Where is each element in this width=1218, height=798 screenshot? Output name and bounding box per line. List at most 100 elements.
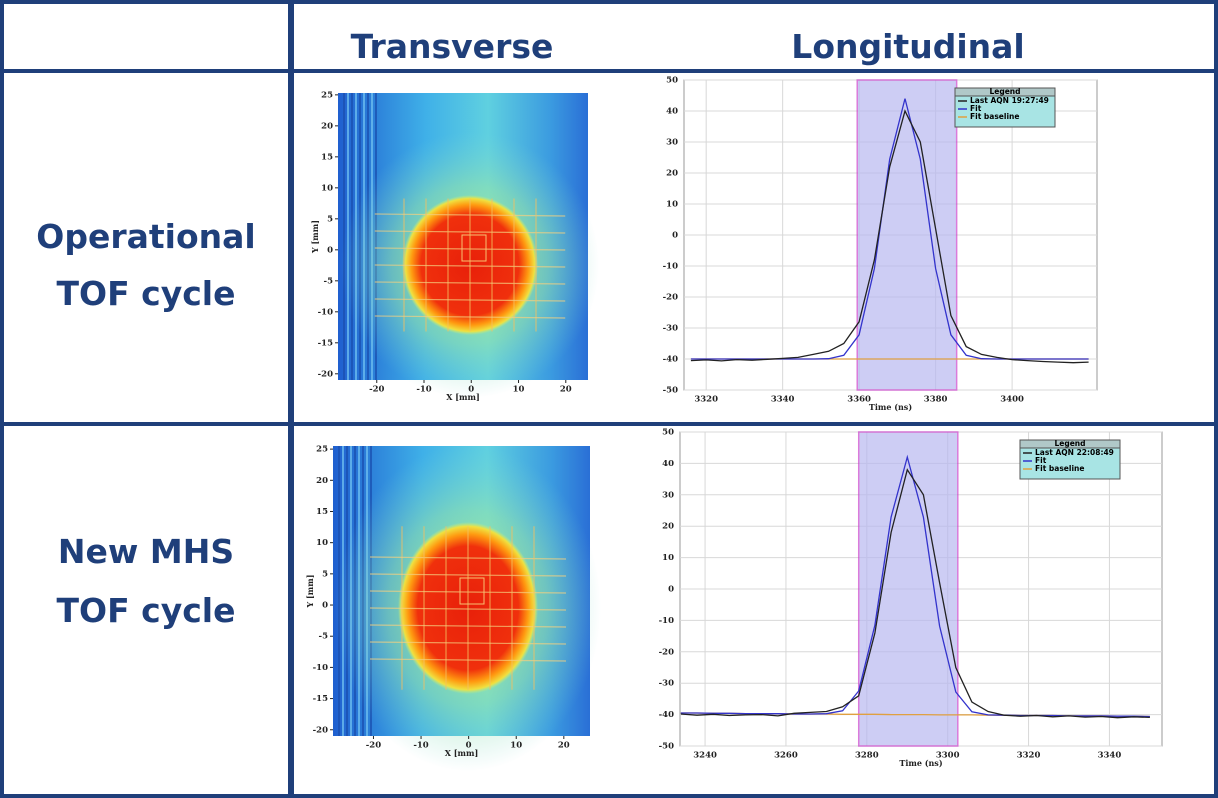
wire-grid bbox=[369, 641, 567, 645]
x-tick-label: 3300 bbox=[936, 751, 960, 761]
y-tick-label: 50 bbox=[666, 76, 678, 86]
legend-header bbox=[1019, 439, 1121, 449]
wire-grid bbox=[374, 281, 566, 285]
y-tick-label: -10 bbox=[318, 307, 333, 317]
x-tick-label: -10 bbox=[416, 385, 431, 395]
legend-label: Last AQN 19:27:49 bbox=[970, 96, 1049, 105]
y-tick-label: 25 bbox=[316, 445, 328, 455]
y-tick-label: -20 bbox=[659, 647, 674, 657]
x-tick-label: 3280 bbox=[855, 751, 879, 761]
y-tick-label: -10 bbox=[313, 663, 328, 673]
y-tick-label: 10 bbox=[662, 553, 674, 563]
y-tick-label: 15 bbox=[316, 507, 328, 517]
y-tick-label: 30 bbox=[662, 490, 674, 500]
x-axis-title: X [mm] bbox=[445, 748, 479, 758]
fit-window bbox=[856, 79, 958, 391]
y-tick-label: 0 bbox=[322, 601, 328, 611]
legend-label: Fit bbox=[1035, 456, 1047, 465]
y-tick-label: 40 bbox=[662, 459, 674, 469]
wire-grid bbox=[369, 658, 567, 662]
x-tick-label: 20 bbox=[560, 385, 572, 395]
x-tick-label: -20 bbox=[366, 741, 381, 751]
x-tick-label: -10 bbox=[413, 741, 428, 751]
y-tick-label: -40 bbox=[663, 355, 678, 365]
x-tick-label: 3400 bbox=[1000, 395, 1024, 405]
fit-window bbox=[857, 431, 959, 747]
roi-box bbox=[459, 577, 485, 605]
legend-label: Fit bbox=[970, 104, 982, 113]
y-tick-label: -10 bbox=[663, 262, 678, 272]
y-tick-label: -15 bbox=[313, 694, 328, 704]
x-axis-title: Time (ns) bbox=[869, 402, 912, 412]
y-tick-label: -20 bbox=[318, 369, 333, 379]
wire-grid bbox=[369, 607, 567, 611]
y-tick-label: -10 bbox=[659, 616, 674, 626]
y-tick-label: 15 bbox=[321, 152, 333, 162]
y-tick-label: 25 bbox=[321, 90, 333, 100]
x-tick-label: 3380 bbox=[924, 395, 948, 405]
y-tick-label: 0 bbox=[327, 245, 333, 255]
series-line bbox=[690, 109, 1089, 364]
x-tick-label: 20 bbox=[558, 741, 570, 751]
y-tick-label: -50 bbox=[663, 386, 678, 396]
y-tick-label: -5 bbox=[324, 276, 334, 286]
y-tick-label: -5 bbox=[319, 632, 329, 642]
y-tick-label: 10 bbox=[321, 183, 333, 193]
row-label: New MHS bbox=[58, 532, 234, 571]
wire-grid bbox=[374, 315, 566, 319]
wire-grid bbox=[369, 624, 567, 628]
y-tick-label: -20 bbox=[663, 293, 678, 303]
x-tick-label: 3260 bbox=[774, 751, 798, 761]
x-tick-label: 3340 bbox=[1098, 751, 1122, 761]
y-tick-label: 10 bbox=[316, 538, 328, 548]
y-tick-label: 20 bbox=[662, 522, 674, 532]
x-tick-label: 3320 bbox=[694, 395, 718, 405]
y-tick-label: 40 bbox=[666, 107, 678, 117]
y-tick-label: -30 bbox=[663, 324, 678, 334]
y-tick-label: -20 bbox=[313, 725, 328, 735]
y-tick-label: -15 bbox=[318, 338, 333, 348]
legend-title: Legend bbox=[1054, 439, 1085, 448]
y-tick-label: 20 bbox=[666, 169, 678, 179]
y-tick-label: 0 bbox=[668, 585, 674, 595]
legend-label: Last AQN 22:08:49 bbox=[1035, 448, 1114, 457]
x-tick-label: 10 bbox=[513, 385, 525, 395]
legend-title: Legend bbox=[989, 87, 1020, 96]
x-tick-label: 0 bbox=[466, 741, 472, 751]
y-tick-label: -30 bbox=[659, 679, 674, 689]
x-tick-label: 3320 bbox=[1017, 751, 1041, 761]
y-tick-label: 30 bbox=[666, 138, 678, 148]
roi-box bbox=[461, 234, 487, 262]
legend-label: Fit baseline bbox=[970, 112, 1019, 121]
column-header: Longitudinal bbox=[791, 27, 1024, 66]
x-tick-label: -20 bbox=[369, 385, 384, 395]
y-tick-label: 5 bbox=[327, 214, 333, 224]
y-tick-label: 10 bbox=[666, 200, 678, 210]
x-tick-label: 10 bbox=[510, 741, 522, 751]
wire-grid bbox=[374, 298, 566, 302]
x-tick-label: 0 bbox=[468, 385, 474, 395]
y-tick-label: 0 bbox=[672, 231, 678, 241]
legend-header bbox=[954, 87, 1056, 97]
column-header: Transverse bbox=[351, 27, 554, 66]
row-label: Operational bbox=[36, 217, 255, 256]
series-line bbox=[680, 468, 1150, 719]
y-tick-label: -40 bbox=[659, 710, 674, 720]
series-line bbox=[690, 98, 1089, 360]
wire-grid bbox=[374, 264, 566, 268]
y-tick-label: 20 bbox=[316, 476, 328, 486]
x-tick-label: 3340 bbox=[771, 395, 795, 405]
x-axis-title: Time (ns) bbox=[899, 758, 942, 768]
x-axis-title: X [mm] bbox=[446, 392, 480, 402]
row-label: TOF cycle bbox=[57, 591, 236, 630]
x-tick-label: 3360 bbox=[847, 395, 871, 405]
y-tick-label: 5 bbox=[322, 569, 328, 579]
y-tick-label: 50 bbox=[662, 428, 674, 438]
y-axis-title: Y [mm] bbox=[310, 220, 320, 254]
y-axis-title: Y [mm] bbox=[305, 575, 315, 609]
legend-label: Fit baseline bbox=[1035, 464, 1084, 473]
y-tick-label: -50 bbox=[659, 742, 674, 752]
x-tick-label: 3240 bbox=[693, 751, 717, 761]
